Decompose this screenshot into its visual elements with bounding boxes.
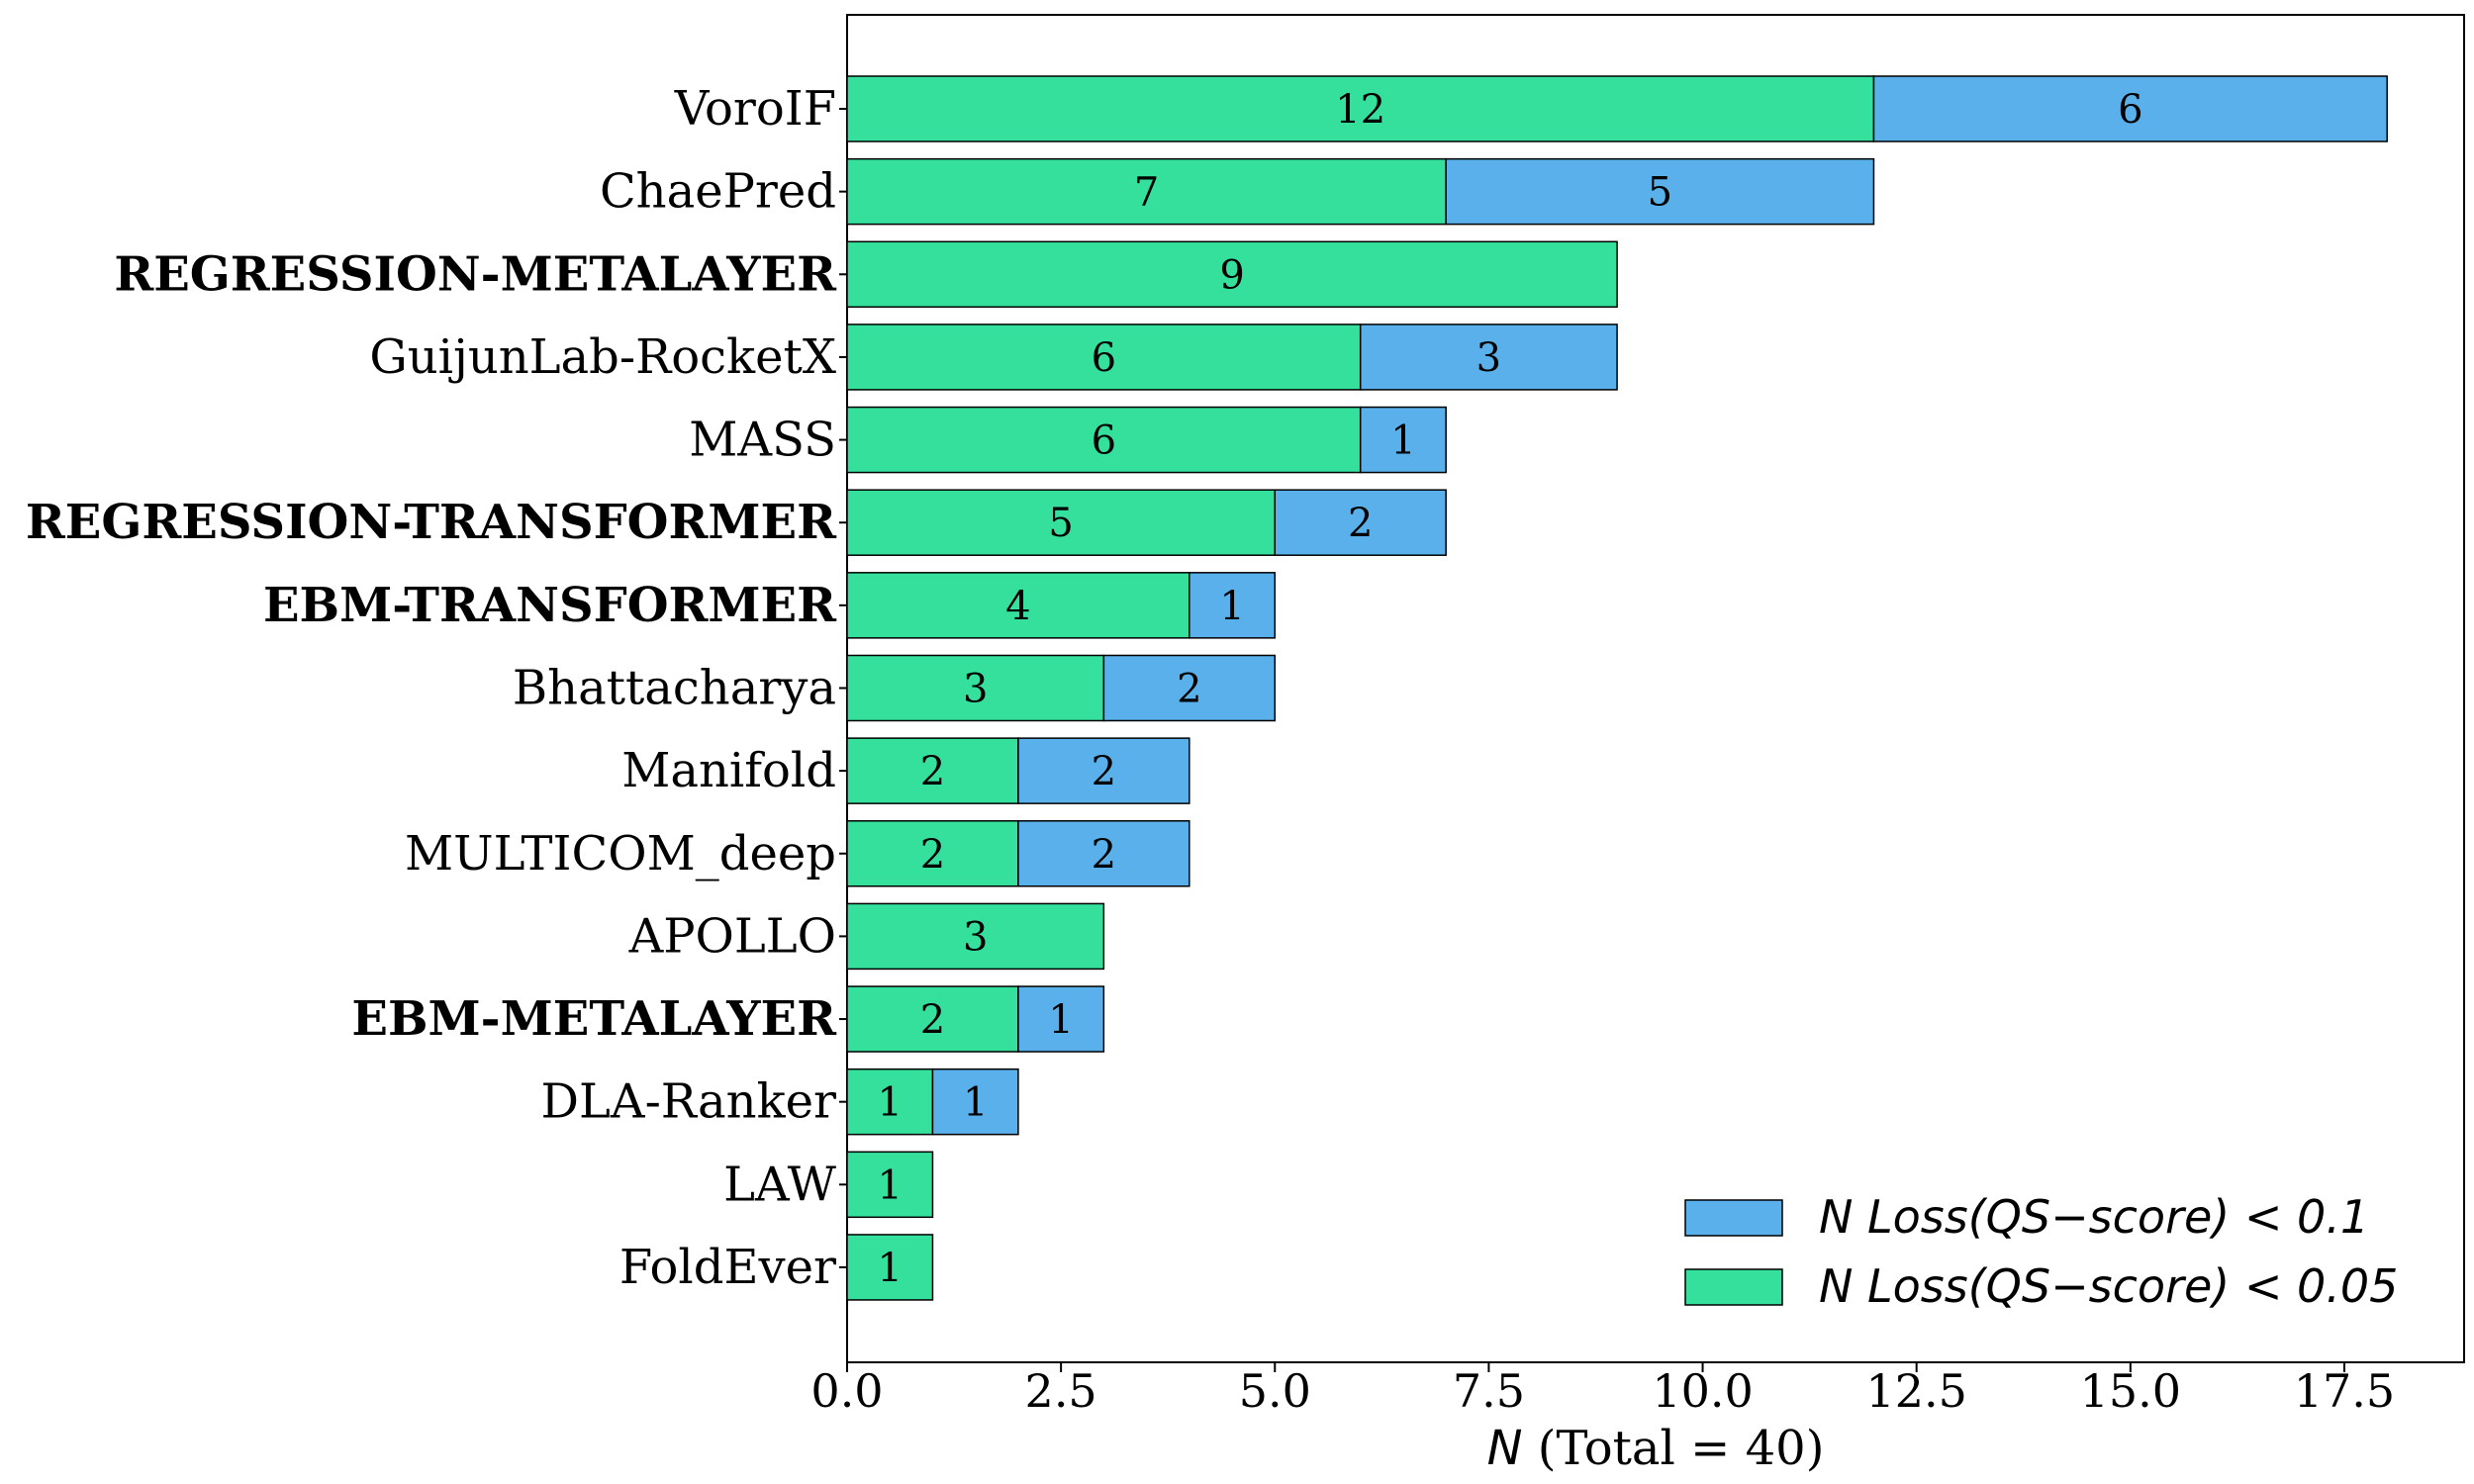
bar-segment — [846, 572, 1190, 639]
bar-segment — [846, 985, 1019, 1053]
bar-segment — [1017, 737, 1190, 804]
bar-value-label: 3 — [963, 666, 988, 711]
x-tick-label: 15.0 — [2080, 1364, 2181, 1418]
x-tick-label: 10.0 — [1652, 1364, 1753, 1418]
bar-segment — [846, 1067, 934, 1136]
category-label: Bhattacharya — [513, 660, 836, 715]
bar-segment — [846, 902, 1105, 971]
bar-value-label: 2 — [1348, 501, 1373, 546]
bar-value-label: 3 — [1476, 335, 1501, 381]
bar-segment — [931, 1067, 1019, 1136]
bar-segment — [846, 654, 1105, 722]
legend-label: N Loss(QS−score) < 0.1 — [1819, 1190, 2369, 1244]
bar-value-label: 6 — [1092, 335, 1116, 381]
bar-value-label: 4 — [1005, 584, 1030, 629]
bar-segment — [1102, 654, 1277, 722]
bar-value-label: 1 — [1390, 418, 1415, 464]
category-label: FoldEver — [619, 1240, 836, 1295]
bar-segment — [1017, 820, 1190, 887]
bar-value-label: 1 — [878, 1246, 903, 1291]
bar-segment — [1017, 985, 1105, 1053]
bar-value-label: 3 — [963, 914, 988, 960]
category-label: MULTICOM_deep — [405, 826, 836, 881]
bar-value-label: 6 — [1092, 418, 1116, 464]
category-label: GuijunLab-RocketX — [369, 329, 836, 385]
x-tick-label: 0.0 — [810, 1364, 883, 1418]
bar-value-label: 2 — [1092, 749, 1116, 794]
category-label: DLA-Ranker — [541, 1074, 837, 1130]
bar-value-label: 1 — [878, 1162, 903, 1208]
bar-value-label: 1 — [1048, 997, 1073, 1043]
bar-segment — [846, 820, 1019, 887]
bar-segment — [1359, 406, 1447, 474]
bar-segment — [846, 489, 1277, 556]
bar-segment — [1274, 489, 1447, 556]
category-label: EBM-METALAYER — [351, 991, 837, 1047]
bar-value-label: 7 — [1134, 170, 1159, 216]
category-label: REGRESSION-METALAYER — [114, 246, 837, 302]
bar-segment — [846, 1151, 934, 1219]
legend-swatch — [1684, 1268, 1783, 1306]
x-tick-label: 12.5 — [1865, 1364, 1966, 1418]
bar-value-label: 12 — [1335, 87, 1385, 133]
category-label: REGRESSION-TRANSFORMER — [26, 495, 837, 550]
bar-value-label: 1 — [1219, 584, 1244, 629]
x-axis-title-var: N — [1487, 1421, 1523, 1476]
bar-segment — [1445, 157, 1875, 226]
legend-label: N Loss(QS−score) < 0.05 — [1819, 1259, 2398, 1313]
bar-segment — [846, 1234, 934, 1301]
bar-value-label: 6 — [2118, 87, 2142, 133]
category-label: MASS — [689, 413, 836, 468]
bars-group: 12 67 596 36 15 24 13 22 22 232 11 111 — [846, 75, 2388, 1301]
x-axis-title-rest: (Total = 40) — [1522, 1421, 1824, 1476]
bar-value-label: 2 — [1092, 832, 1116, 878]
category-label: VoroIF — [674, 81, 836, 137]
bar-value-label: 5 — [1048, 501, 1073, 546]
bar-value-label: 5 — [1648, 170, 1672, 216]
x-tick-label: 17.5 — [2294, 1364, 2395, 1418]
category-label: ChaePred — [600, 164, 836, 220]
bar-segment — [846, 737, 1019, 804]
bar-segment — [846, 75, 1875, 142]
bar-value-label: 2 — [920, 997, 945, 1043]
category-labels: VoroIF ChaePred REGRESSION-METALAYER Guijun… — [26, 81, 847, 1295]
bar-value-label: 2 — [920, 749, 945, 794]
x-tick-label: 5.0 — [1239, 1364, 1311, 1418]
bar-value-label: 1 — [963, 1080, 988, 1126]
legend: N Loss(QS−score) < 0.1 N Loss(QS−score) <… — [1684, 1190, 2398, 1313]
legend-swatch — [1684, 1199, 1783, 1237]
category-label: LAW — [723, 1157, 837, 1212]
category-label: APOLLO — [628, 908, 836, 964]
bar-value-label: 2 — [1177, 666, 1201, 711]
bar-segment — [1189, 572, 1277, 639]
bar-segment — [1359, 324, 1618, 391]
x-axis-ticks: 0.0 2.5 5.0 7.5 10.0 12.5 15.0 17.5 — [810, 1362, 2395, 1418]
x-tick-label: 2.5 — [1025, 1364, 1097, 1418]
bar-segment — [1872, 75, 2388, 142]
category-label: EBM-TRANSFORMER — [263, 578, 837, 633]
bar-value-label: 2 — [920, 832, 945, 878]
bar-segment — [846, 406, 1362, 474]
category-label: Manifold — [621, 743, 836, 798]
bar-value-label: 1 — [878, 1080, 903, 1126]
bar-value-label: 9 — [1219, 252, 1244, 298]
x-axis-title: N (Total = 40) — [1487, 1421, 1825, 1476]
x-tick-label: 7.5 — [1453, 1364, 1525, 1418]
